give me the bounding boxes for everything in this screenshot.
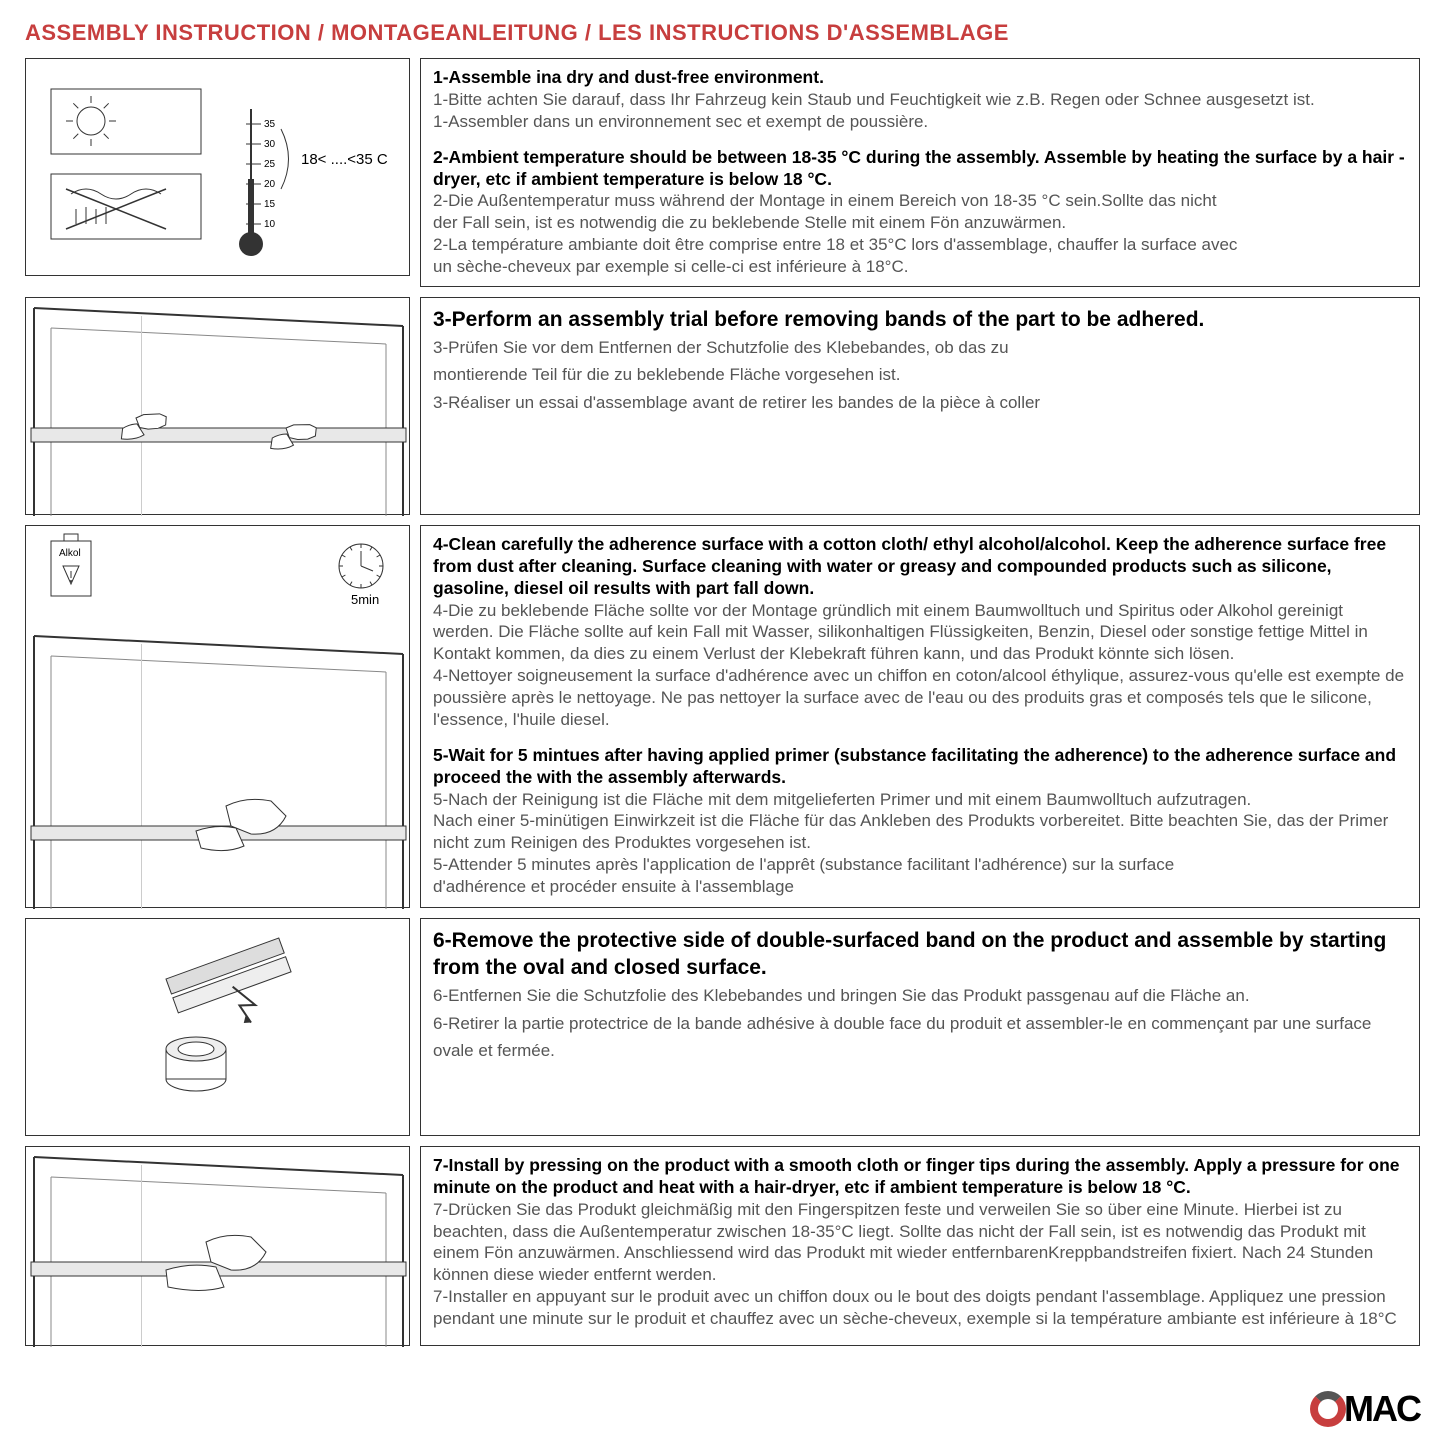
step-heading: 5-Wait for 5 mintues after having applie…	[433, 745, 1396, 787]
step-translation: Nach einer 5-minütigen Einwirkzeit ist d…	[433, 811, 1388, 852]
step-translation: 3-Réaliser un essai d'assemblage avant d…	[433, 393, 1040, 412]
step-translation: 5-Attender 5 minutes après l'application…	[433, 855, 1174, 874]
step-translation: 2-Die Außentemperatur muss während der M…	[433, 191, 1217, 210]
step-translation: 3-Prüfen Sie vor dem Entfernen der Schut…	[433, 338, 1009, 357]
svg-text:18< ....<35 C: 18< ....<35 C	[301, 151, 388, 168]
illustration-3: Alkol 5min	[25, 525, 410, 908]
step-translation: der Fall sein, ist es notwendig die zu b…	[433, 213, 1066, 232]
step-translation: 4-Nettoyer soigneusement la surface d'ad…	[433, 666, 1404, 729]
illustration-5	[25, 1146, 410, 1346]
step-translation: 6-Retirer la partie protectrice de la ba…	[433, 1014, 1371, 1060]
logo-ring-icon	[1310, 1391, 1346, 1427]
step-translation: 2-La température ambiante doit être comp…	[433, 235, 1237, 254]
illustration-1: 10 15 20 25 30 35 18< ....<35 C	[25, 58, 410, 276]
illustration-4	[25, 918, 410, 1136]
brand-logo: MAC	[1310, 1388, 1420, 1430]
svg-text:20: 20	[264, 179, 276, 190]
svg-text:10: 10	[264, 219, 276, 230]
step-translation: d'adhérence et procéder ensuite à l'asse…	[433, 877, 794, 896]
instruction-text-1: 1-Assemble ina dry and dust-free environ…	[420, 58, 1420, 287]
step-heading: 2-Ambient temperature should be between …	[433, 147, 1405, 189]
instruction-text-3: 4-Clean carefully the adherence surface …	[420, 525, 1420, 908]
illustration-2	[25, 297, 410, 515]
svg-text:5min: 5min	[351, 592, 379, 607]
logo-text: MAC	[1344, 1388, 1420, 1430]
instruction-text-5: 7-Install by pressing on the product wit…	[420, 1146, 1420, 1346]
step-heading: 3-Perform an assembly trial before remov…	[433, 308, 1204, 331]
instruction-row-2: 3-Perform an assembly trial before remov…	[25, 297, 1420, 515]
instruction-row-4: 6-Remove the protective side of double-s…	[25, 918, 1420, 1136]
step-translation: 6-Entfernen Sie die Schutzfolie des Kleb…	[433, 986, 1250, 1005]
svg-text:30: 30	[264, 139, 276, 150]
step-heading: 6-Remove the protective side of double-s…	[433, 929, 1386, 979]
step-translation: 5-Nach der Reinigung ist die Fläche mit …	[433, 790, 1251, 809]
step-translation: 7-Drücken Sie das Produkt gleichmäßig mi…	[433, 1200, 1373, 1285]
instruction-text-4: 6-Remove the protective side of double-s…	[420, 918, 1420, 1136]
document-title: ASSEMBLY INSTRUCTION / MONTAGEANLEITUNG …	[25, 20, 1420, 46]
step-heading: 4-Clean carefully the adherence surface …	[433, 534, 1386, 598]
step-heading: 7-Install by pressing on the product wit…	[433, 1155, 1400, 1197]
svg-text:15: 15	[264, 199, 276, 210]
svg-text:35: 35	[264, 119, 276, 130]
step-translation: 7-Installer en appuyant sur le produit a…	[433, 1287, 1397, 1328]
step-translation: 4-Die zu beklebende Fläche sollte vor de…	[433, 601, 1368, 664]
step-translation: 1-Bitte achten Sie darauf, dass Ihr Fahr…	[433, 90, 1315, 109]
step-translation: montierende Teil für die zu beklebende F…	[433, 365, 900, 384]
svg-text:25: 25	[264, 159, 276, 170]
step-translation: 1-Assembler dans un environnement sec et…	[433, 112, 928, 131]
step-heading: 1-Assemble ina dry and dust-free environ…	[433, 67, 824, 87]
svg-text:Alkol: Alkol	[59, 548, 81, 559]
instruction-row-5: 7-Install by pressing on the product wit…	[25, 1146, 1420, 1346]
instruction-text-2: 3-Perform an assembly trial before remov…	[420, 297, 1420, 515]
instruction-row-3: Alkol 5min 4-Clean carefully the adheren…	[25, 525, 1420, 908]
step-translation: un sèche-cheveux par exemple si celle-ci…	[433, 257, 908, 276]
instruction-row-1: 10 15 20 25 30 35 18< ....<35 C 1-Assemble in…	[25, 58, 1420, 287]
